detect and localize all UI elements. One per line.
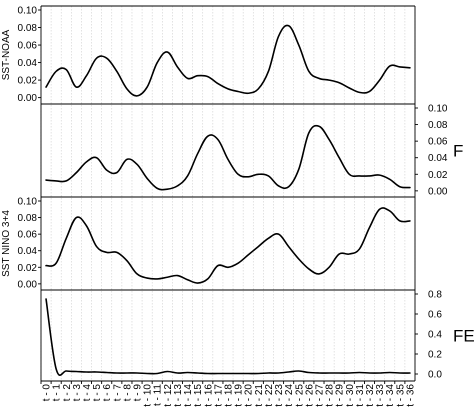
x-tick-label: t - 26 xyxy=(304,384,315,407)
x-tick-label: t - 27 xyxy=(314,384,325,407)
x-tick-label: t - 34 xyxy=(385,384,396,407)
panel-2: 0.00 0.02 0.04 0.06 0.08 0.10 F xyxy=(40,104,463,198)
x-tick-label: t - 25 xyxy=(294,384,305,407)
y-tick-label: 0.02 xyxy=(18,76,38,87)
x-tick-label: t - 11 xyxy=(153,384,164,406)
x-tick-label: t - 22 xyxy=(264,384,275,407)
y-tick-label: 0.04 xyxy=(18,246,38,257)
x-tick-label: t - 32 xyxy=(365,384,376,407)
panel-4: 0.0 0.2 0.4 0.6 0.8 FE xyxy=(40,290,474,382)
x-tick-label: t - 15 xyxy=(193,384,204,407)
x-tick-label: t - 31 xyxy=(355,384,366,407)
x-tick-label: t - 8 xyxy=(122,384,133,402)
x-tick-label: t - 23 xyxy=(274,384,285,407)
grid-lines xyxy=(40,6,416,381)
y-tick-label: 0.02 xyxy=(18,263,38,274)
x-tick-label: t - 21 xyxy=(254,384,265,407)
y-tick-label: 0.10 xyxy=(18,197,38,208)
x-tick-label: t - 28 xyxy=(325,384,336,407)
x-tick-label: t - 20 xyxy=(244,384,255,407)
x-tick-label: t - 4 xyxy=(82,384,93,402)
y-tick-label: 0.4 xyxy=(428,330,442,341)
y-tick-label: 0.00 xyxy=(18,279,38,290)
x-tick-label: t - 9 xyxy=(133,384,144,402)
x-tick-label: t - 0 xyxy=(42,384,53,402)
panel-1: 0.00 0.02 0.04 0.06 0.08 0.10 SST-NOAA xyxy=(1,6,416,105)
x-tick-label: t - 7 xyxy=(112,384,123,402)
series-side-label: FE xyxy=(453,327,474,346)
y-tick-label: 0.8 xyxy=(428,290,442,301)
y-tick-label: 0.04 xyxy=(18,58,38,69)
y-tick-label: 0.00 xyxy=(428,186,448,197)
x-tick-label: t - 1 xyxy=(52,384,63,402)
x-tick-label: t - 2 xyxy=(62,384,73,402)
y-tick-label: 0.04 xyxy=(428,153,448,164)
y-tick-label: 0.08 xyxy=(428,120,448,131)
x-tick-label: t - 24 xyxy=(284,384,295,407)
y-axis-label: SST-NOAA xyxy=(1,29,12,80)
series-line-2 xyxy=(45,124,411,191)
series-side-label: F xyxy=(453,142,463,161)
x-tick-label: t - 17 xyxy=(213,384,224,407)
series-line-1 xyxy=(45,24,411,97)
y-tick-label: 0.06 xyxy=(18,230,38,241)
x-tick-label: t - 33 xyxy=(375,384,386,407)
y-tick-label: 0.06 xyxy=(428,137,448,148)
x-tick-label: t - 30 xyxy=(345,384,356,407)
y-tick-label: 0.08 xyxy=(18,23,38,34)
x-tick-label: t - 19 xyxy=(234,384,245,407)
x-tick-label: t - 14 xyxy=(183,384,194,407)
x-tick-label: t - 18 xyxy=(224,384,235,407)
panel-3: 0.00 0.02 0.04 0.06 0.08 0.10 SST NINO 3+4 xyxy=(1,197,416,291)
y-tick-label: 0.02 xyxy=(428,170,448,181)
x-tick-label: t - 29 xyxy=(335,384,346,407)
y-tick-label: 0.06 xyxy=(18,41,38,52)
x-tick-label: t - 36 xyxy=(405,384,416,407)
y-tick-label: 0.00 xyxy=(18,93,38,104)
x-tick-label: t - 12 xyxy=(163,384,174,407)
x-tick-label: t - 6 xyxy=(102,384,113,402)
y-tick-label: 0.6 xyxy=(428,310,442,321)
y-tick-label: 0.0 xyxy=(428,370,442,381)
x-tick-label: t - 13 xyxy=(173,384,184,407)
y-tick-label: 0.2 xyxy=(428,350,442,361)
series-line-4 xyxy=(45,298,411,377)
y-tick-label: 0.10 xyxy=(428,104,448,115)
x-tick-label: t - 35 xyxy=(395,384,406,407)
y-tick-label: 0.08 xyxy=(18,213,38,224)
x-tick-label: t - 5 xyxy=(92,384,103,402)
y-tick-label: 0.10 xyxy=(18,6,38,17)
x-tick-label: t - 3 xyxy=(72,384,83,402)
series-line-3 xyxy=(45,207,411,284)
y-axis-label: SST NINO 3+4 xyxy=(1,210,12,277)
x-tick-label: t - 16 xyxy=(203,384,214,407)
x-tick-label: t - 10 xyxy=(143,384,154,407)
